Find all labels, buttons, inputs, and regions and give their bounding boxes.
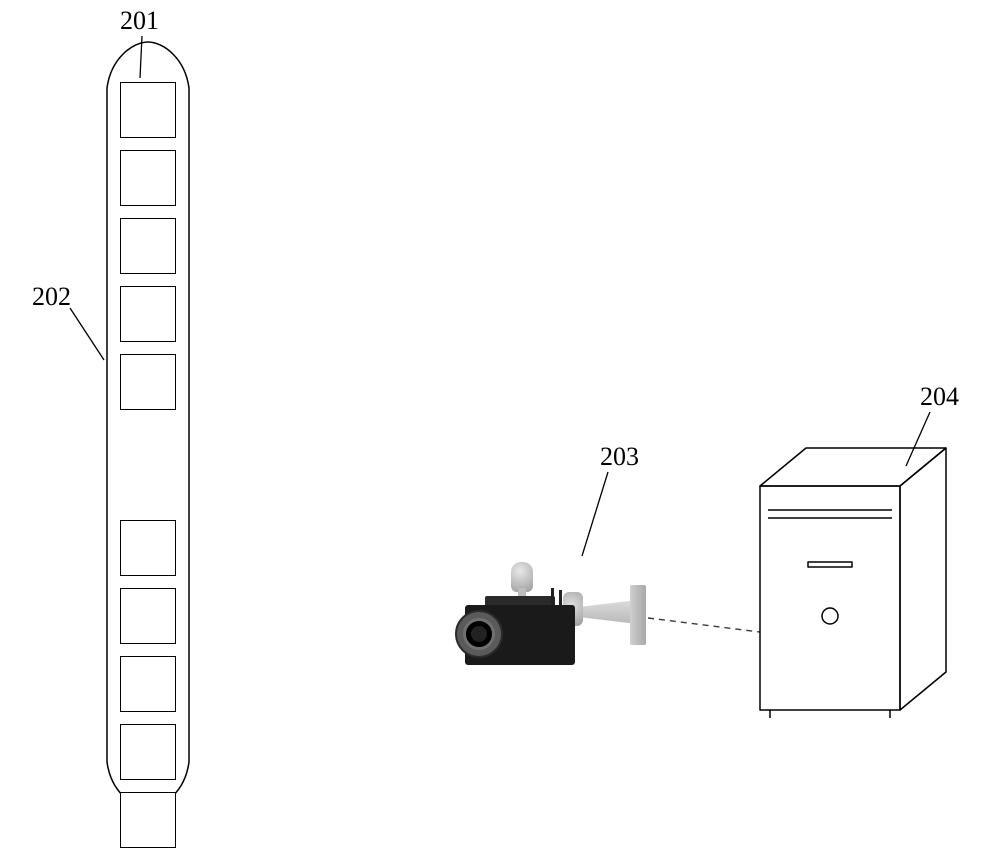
- label-203: 203: [600, 442, 639, 472]
- cargo-container: [120, 150, 176, 206]
- cargo-container: [120, 354, 176, 410]
- cargo-container: [120, 520, 176, 576]
- connection-line: [648, 616, 760, 636]
- cargo-container: [120, 724, 176, 780]
- cargo-container: [120, 792, 176, 848]
- cargo-container: [120, 588, 176, 644]
- label-202: 202: [32, 282, 71, 312]
- cargo-container: [120, 82, 176, 138]
- leader-202: [70, 308, 104, 360]
- camera-wall-bracket: [630, 585, 646, 645]
- cargo-container: [120, 656, 176, 712]
- ship-icon: [103, 40, 193, 810]
- label-201: 201: [120, 6, 159, 36]
- cargo-container: [120, 286, 176, 342]
- cargo-container: [120, 218, 176, 274]
- computer-tower-icon: [750, 440, 960, 720]
- label-204: 204: [920, 382, 959, 412]
- camera-icon: [455, 530, 650, 680]
